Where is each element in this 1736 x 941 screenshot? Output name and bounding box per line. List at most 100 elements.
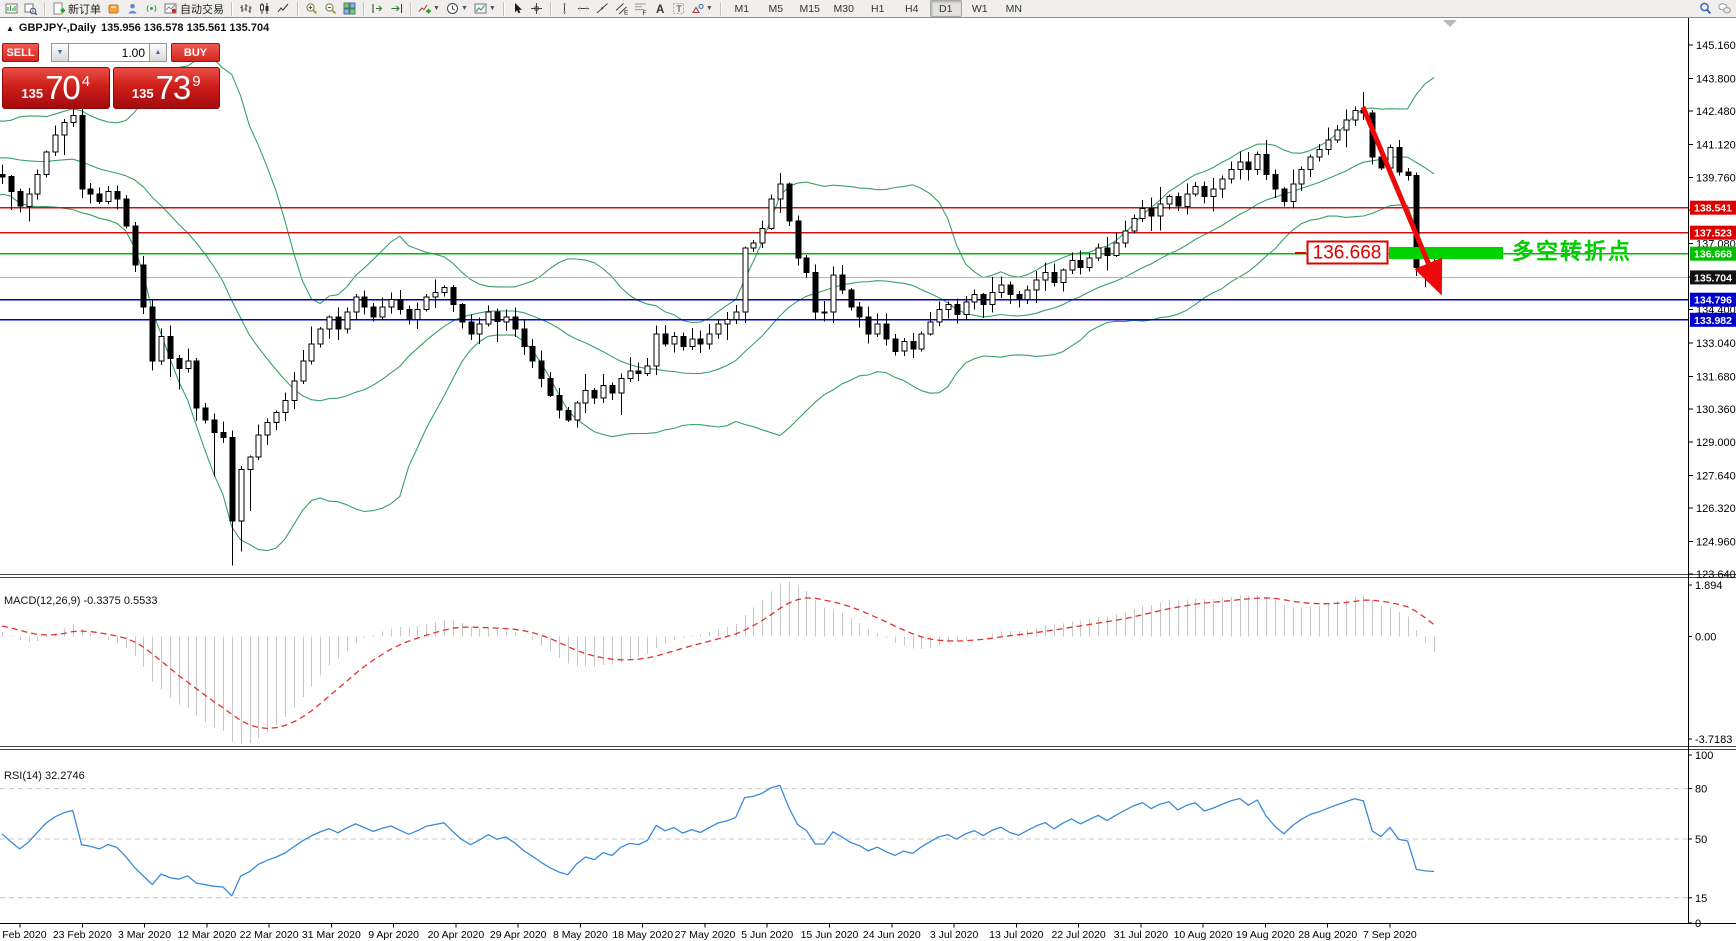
macd-axis-label: 0.00: [1695, 631, 1716, 643]
price-badge: [1690, 200, 1736, 215]
buy-price-panel[interactable]: 135 73 9: [112, 67, 220, 109]
line-chart-mode-button[interactable]: [275, 1, 292, 17]
experts-icon: [128, 3, 137, 14]
profiles-icon: [24, 3, 37, 15]
candlestick-mode-button[interactable]: [256, 1, 273, 17]
toolbar-separator: [502, 1, 504, 16]
dropdown-caret-icon: ▼: [433, 5, 440, 12]
sell-button[interactable]: SELL: [2, 43, 40, 62]
toolbar-separator: [363, 1, 364, 16]
svg-text:E: E: [624, 10, 628, 16]
zoom-out-button[interactable]: [322, 1, 339, 17]
templates-icon: [474, 3, 487, 14]
text-label-tool-button[interactable]: T: [670, 1, 687, 17]
rsi-axis-label: 0: [1695, 918, 1701, 930]
rsi-axis-label: 100: [1695, 750, 1713, 762]
trendline-tool-button[interactable]: [594, 1, 611, 17]
bar-chart-mode-button[interactable]: [237, 1, 254, 17]
toolbar: 新订单 自动交易 ▼ ▼ ▼ E F A T ▼ M1 M5 M15 M30 H1 H4 D1 W1 MN: [0, 0, 1736, 18]
new-order-label: 新订单: [68, 3, 101, 16]
chart-shift-marker[interactable]: [1443, 20, 1457, 27]
equidistant-channel-tool-button[interactable]: E: [613, 1, 630, 17]
expert-advisors-button[interactable]: [124, 1, 141, 17]
volume-decrease-button[interactable]: ▼: [51, 43, 70, 62]
search-button[interactable]: [1697, 1, 1714, 17]
rsi-label: RSI(14) 32.2746: [4, 770, 85, 782]
price-badge: [1690, 270, 1736, 285]
price-badge-value: 134.796: [1694, 295, 1732, 307]
buy-price-big: 73: [155, 69, 192, 106]
profiles-button[interactable]: [22, 1, 39, 17]
history-center-button[interactable]: [105, 1, 122, 17]
timeframe-m30-button[interactable]: M30: [833, 2, 854, 15]
timeframe-w1-button[interactable]: W1: [971, 2, 988, 15]
price-badge-value: 138.541: [1694, 203, 1732, 215]
auto-trading-button[interactable]: 自动交易: [162, 1, 226, 17]
price-badge-value: 137.523: [1694, 228, 1732, 240]
cursor-tool-button[interactable]: [509, 1, 526, 17]
highlight-rectangle[interactable]: [1389, 247, 1503, 259]
signals-button[interactable]: [143, 1, 160, 17]
vertical-line-tool-button[interactable]: [556, 1, 573, 17]
dropdown-caret-icon: ▼: [488, 5, 496, 12]
text-tool-button[interactable]: A: [651, 1, 668, 17]
rsi-pane-series: [0, 784, 1688, 899]
chart-window[interactable]: 145.160143.800142.480141.120139.760138.4…: [0, 18, 1736, 941]
timeframe-m5-button[interactable]: M5: [768, 2, 784, 15]
timeframe-m15-button[interactable]: M15: [799, 2, 820, 15]
svg-text:T: T: [676, 4, 682, 14]
price-badge-value: 135.704: [1694, 272, 1732, 284]
price-label-text[interactable]: 136.668: [1313, 243, 1382, 264]
search-icon: [1700, 2, 1712, 15]
new-order-button[interactable]: 新订单: [50, 1, 103, 17]
buy-price-prefix: 135: [131, 85, 154, 101]
sell-price-panel[interactable]: 135 70 4: [2, 67, 110, 109]
arrows-tool-button[interactable]: ▼: [689, 1, 715, 17]
trend-arrow[interactable]: [1360, 106, 1443, 296]
one-click-trading-panel: SELL ▼ ▲ BUY 135 70 4 135 73 9: [2, 43, 220, 109]
chart-collapse-icon[interactable]: ▲: [6, 23, 14, 33]
price-axis[interactable]: 145.160143.800142.480141.120139.760138.4…: [1688, 40, 1736, 930]
timeframe-h4-button[interactable]: H4: [905, 2, 919, 15]
zoom-out-icon: [325, 3, 337, 15]
price-badge-value: 133.982: [1694, 315, 1732, 327]
chart-shift-button[interactable]: [369, 1, 386, 17]
horizontal-line-tool-button[interactable]: [575, 1, 592, 17]
indicators-icon: [418, 4, 431, 14]
crosshair-tool-button[interactable]: [528, 1, 545, 17]
volume-input[interactable]: [69, 43, 150, 62]
community-chat-button[interactable]: [1716, 1, 1733, 17]
date-tick-label: 9 Apr 2020: [368, 929, 419, 941]
bollinger-middle-band: [0, 156, 1435, 402]
price-badge: [1690, 312, 1736, 327]
buy-button[interactable]: BUY: [171, 43, 220, 62]
date-axis[interactable]: 3 Feb 2020 23 Feb 2020 3 Mar 2020 12 Mar 20…: [0, 923, 1417, 941]
timeframe-d1-button[interactable]: D1: [929, 0, 962, 17]
zoom-in-button[interactable]: [303, 1, 320, 17]
rsi-axis-label: 80: [1695, 784, 1707, 796]
fibonacci-tool-button[interactable]: F: [632, 1, 649, 17]
rsi-title: RSI(14): [4, 770, 42, 782]
new-chart-button[interactable]: [3, 1, 20, 17]
timeframe-h1-button[interactable]: H1: [871, 2, 885, 15]
toolbar-separator: [549, 1, 551, 16]
price-label-box[interactable]: [1306, 240, 1389, 265]
price-tick-label: 130.360: [1696, 404, 1736, 416]
timeframe-mn-button[interactable]: MN: [1005, 2, 1022, 15]
tile-windows-button[interactable]: [341, 1, 358, 17]
indicators-list-button[interactable]: ▼: [416, 1, 442, 17]
date-tick-label: 12 Mar 2020: [177, 929, 236, 941]
price-tick-label: 123.640: [1696, 569, 1736, 581]
annotation-note-text[interactable]: 多空转折点: [1512, 239, 1632, 264]
auto-scroll-button[interactable]: [388, 1, 405, 17]
chart-annotations[interactable]: 136.668 多空转折点: [1295, 20, 1632, 296]
timeframe-m1-button[interactable]: M1: [734, 2, 750, 15]
volume-increase-button[interactable]: ▲: [149, 43, 168, 62]
periods-button[interactable]: ▼: [444, 1, 470, 17]
crosshair-icon: [530, 3, 542, 14]
templates-button[interactable]: ▼: [472, 1, 498, 17]
tile-icon: [343, 2, 356, 15]
price-tick-label: 143.800: [1696, 73, 1736, 85]
volume-spinner: ▼ ▲: [51, 43, 168, 62]
price-badge: [1690, 246, 1736, 261]
